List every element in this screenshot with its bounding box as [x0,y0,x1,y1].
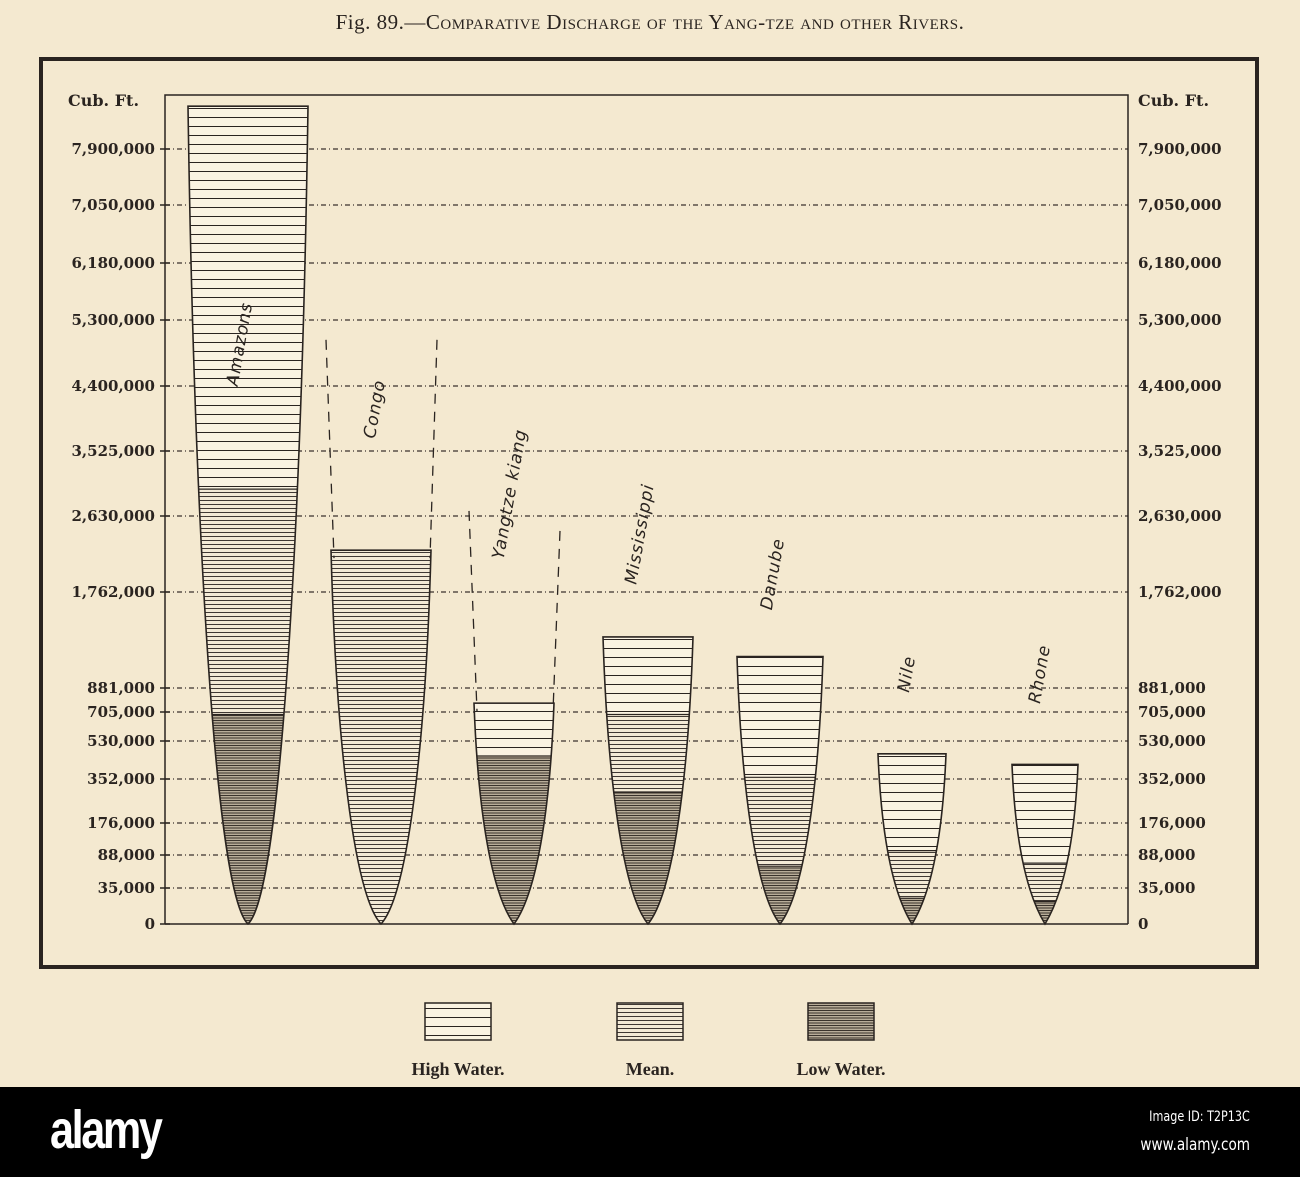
dashed-high-water-left [325,339,335,559]
bar-danube: Danube [736,537,824,926]
y-tick-label-left: 4,400,000 [71,377,155,395]
low-water-band [1012,901,1078,924]
y-tick-label-left: 0 [145,915,155,933]
y-tick-label-right: 7,050,000 [1138,196,1222,214]
site-url: www.alamy.com [1140,1135,1250,1155]
legend-swatch [424,1002,492,1041]
axis-box [164,94,1129,925]
y-tick-label-left: 2,630,000 [71,507,155,525]
y-tick-label-left: 3,525,000 [71,442,155,460]
footer-bar: alamy Image ID: T2P13C www.alamy.com [0,1087,1300,1177]
legend-label: High Water. [411,1059,504,1079]
y-axis-label-right: Cub. Ft. [1138,91,1209,110]
y-tick-label-left: 352,000 [87,770,155,788]
bar-rhone: Rhone [1011,643,1079,926]
y-tick-label-left: 7,050,000 [71,196,155,214]
y-tick-label-right: 3,525,000 [1138,442,1222,460]
y-tick-label-right: 705,000 [1138,703,1206,721]
river-label: Mississippi [621,482,658,586]
bar-outline [602,636,694,926]
y-tick-label-left: 1,762,000 [71,583,155,601]
bar-amazons: Amazons [187,105,309,926]
bar-nile: Nile [877,654,947,926]
y-tick-label-right: 1,762,000 [1138,583,1222,601]
legend-swatch [616,1002,684,1041]
y-tick-label-left: 881,000 [87,679,155,697]
bar-outline [736,655,824,926]
y-tick-label-left: 705,000 [87,703,155,721]
y-tick-label-right: 352,000 [1138,770,1206,788]
y-tick-label-right: 881,000 [1138,679,1206,697]
discharge-chart: Cub. Ft. Cub. Ft. 7,900,000 7,900,000 7,05… [39,57,1259,1079]
mean-band [331,550,431,924]
bar-congo: Congo [325,339,438,926]
legend-item: Low Water. [796,1002,886,1079]
dashed-high-water-right [552,530,561,712]
low-water-band [188,714,308,925]
bar-outline [1011,763,1079,926]
river-label: Congo [360,378,390,440]
bar-outline [330,549,432,926]
y-tick-label-right: 5,300,000 [1138,311,1222,329]
y-tick-label-right: 35,000 [1138,879,1195,897]
bar-outline [473,702,555,926]
low-water-band [878,898,946,924]
y-tick-label-right: 6,180,000 [1138,254,1222,272]
bar-yangtze-kiang: Yangtze kiang [468,427,561,926]
y-tick-label-left: 35,000 [98,879,155,897]
y-tick-label-right: 7,900,000 [1138,140,1222,158]
y-tick-label-left: 5,300,000 [71,311,155,329]
legend-item: High Water. [411,1002,505,1079]
y-tick-label-left: 88,000 [98,846,155,864]
y-tick-label-right: 176,000 [1138,814,1206,832]
y-tick-label-right: 2,630,000 [1138,507,1222,525]
low-water-band [603,792,693,924]
river-label: Rhone [1025,643,1055,705]
figure-caption: Comparative Discharge of the Yang-tze an… [425,10,965,34]
river-label: Danube [757,537,789,612]
legend-swatch [807,1002,875,1041]
bar-mississippi: Mississippi [602,482,694,926]
dashed-high-water-right [429,339,438,559]
image-id: Image ID: T2P13C [1149,1109,1250,1125]
river-label: Yangtze kiang [489,427,532,560]
y-tick-label-left: 176,000 [87,814,155,832]
y-tick-label-right: 4,400,000 [1138,377,1222,395]
figure-number: Fig. 89.— [335,10,426,34]
bar-outline [877,753,947,926]
y-tick-label-left: 530,000 [87,732,155,750]
chart-frame [39,57,1259,969]
y-tick-label-right: 0 [1138,915,1148,933]
bar-outline [187,105,309,926]
legend-label: Low Water. [796,1059,885,1079]
low-water-band [474,755,554,924]
y-tick-label-left: 6,180,000 [71,254,155,272]
legend-item: Mean. [616,1002,684,1079]
figure-title: Fig. 89.—Comparative Discharge of the Ya… [0,10,1300,35]
y-tick-label-right: 530,000 [1138,732,1206,750]
y-axis-label-left: Cub. Ft. [68,91,139,110]
low-water-band [737,866,823,924]
legend-label: Mean. [626,1059,675,1079]
y-tick-label-left: 7,900,000 [71,140,155,158]
alamy-logo: alamy [50,1100,163,1160]
river-label: Nile [894,654,920,694]
dashed-high-water-left [468,510,478,712]
y-tick-label-right: 88,000 [1138,846,1195,864]
